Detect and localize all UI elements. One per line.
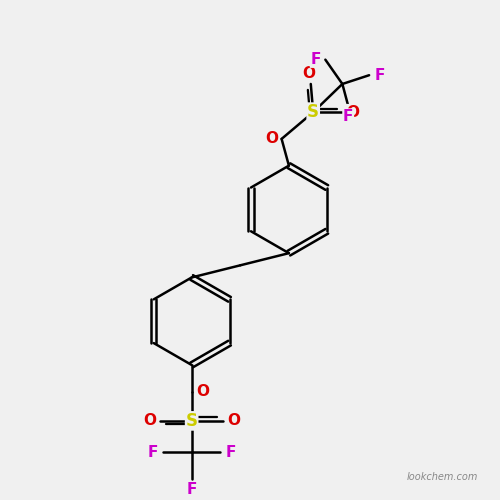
Text: F: F [186,482,197,498]
Text: O: O [228,414,240,428]
Text: F: F [343,109,353,124]
Text: O: O [196,384,209,399]
Text: O: O [302,66,315,81]
Text: F: F [148,445,158,460]
Text: F: F [374,68,385,82]
Text: S: S [186,412,198,430]
Text: lookchem.com: lookchem.com [407,472,478,482]
Text: O: O [266,132,278,146]
Text: F: F [226,445,235,460]
Text: S: S [307,103,319,121]
Text: O: O [143,414,156,428]
Text: O: O [346,104,360,120]
Text: F: F [310,52,321,67]
